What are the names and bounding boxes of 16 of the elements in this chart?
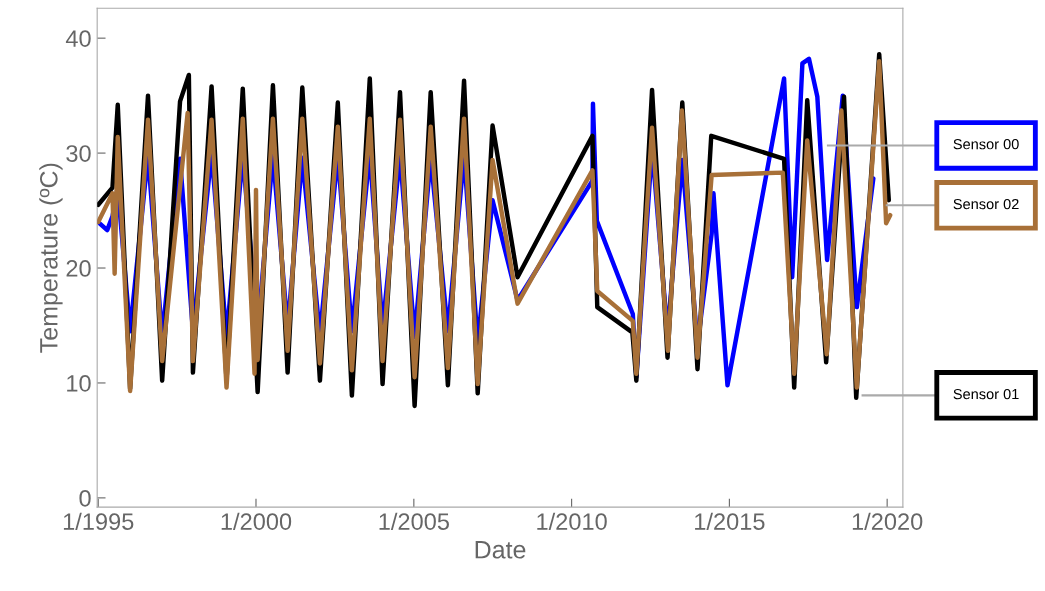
x-tick-label: 1/2010: [537, 512, 607, 530]
x-tick-label: 1/1995: [63, 512, 134, 530]
x-tick-label: 1/2020: [852, 512, 923, 530]
y-tick-label: 10: [67, 375, 91, 392]
x-tick-label: 1/2000: [221, 512, 292, 530]
x-tick-label: 1/2005: [379, 512, 449, 530]
y-axis-title: Temperature (ºC): [39, 163, 63, 353]
y-tick-label: 40: [65, 30, 91, 47]
y-tick-label: 30: [66, 145, 91, 162]
text: Sensor 00: [953, 139, 1019, 150]
text: Sensor 02: [953, 198, 1019, 210]
x-axis-title: Date: [475, 541, 526, 559]
y-tick-label: 20: [66, 260, 91, 277]
x-tick-label: 1/2015: [695, 512, 765, 530]
y-tick-label: 0: [79, 489, 91, 507]
text: Sensor 01: [953, 388, 1019, 400]
